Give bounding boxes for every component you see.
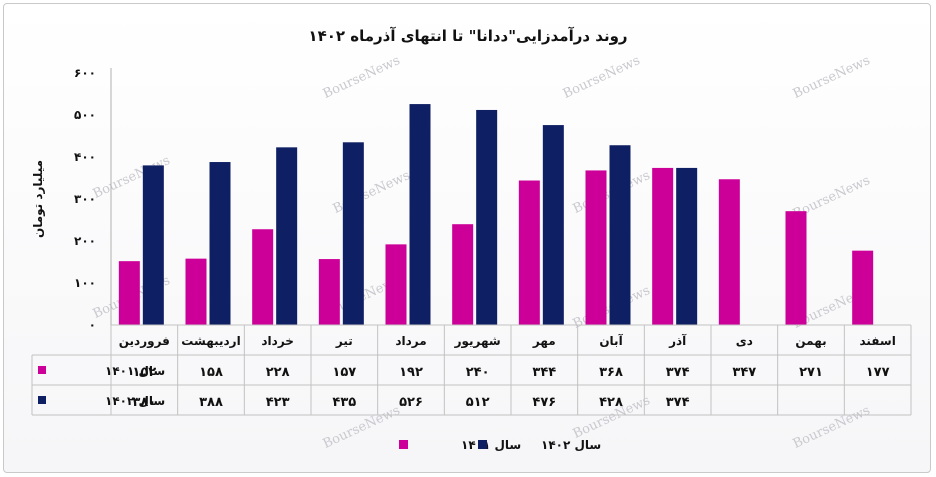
table-cell-value: ۱۵۷ xyxy=(332,365,356,380)
table-cell-value: ۵۲۶ xyxy=(399,395,423,410)
category-label: تیر xyxy=(335,334,353,348)
legend-label: سال ۱۴۰۱ xyxy=(461,438,521,452)
bar-series-1-3 xyxy=(252,229,274,325)
bar-series-2-5 xyxy=(409,104,431,325)
category-label: آذر xyxy=(668,333,687,348)
table-cell-value: ۳۷۴ xyxy=(666,365,690,380)
table-cell-value: ۲۲۸ xyxy=(266,365,290,380)
table-cell-value: ۴۲۳ xyxy=(266,395,290,410)
y-axis-label: میلیارد تومان xyxy=(31,160,46,238)
table-cell-value: ۳۴۷ xyxy=(732,365,756,380)
y-tick-label: ۴۰۰ xyxy=(74,150,96,164)
table-cell-value: ۵۱۲ xyxy=(466,395,490,410)
bar-series-1-11 xyxy=(785,211,807,325)
legend-key-2 xyxy=(478,440,487,449)
bar-series-1-6 xyxy=(452,224,474,325)
bar-series-2-1 xyxy=(142,165,164,325)
table-cell-value: ۳۴۴ xyxy=(532,365,556,380)
category-label: مرداد xyxy=(395,334,426,348)
table-cell-value: ۳۸۰ xyxy=(132,395,156,410)
category-label: اردیبهشت xyxy=(181,334,240,348)
table-cell-value: ۳۷۴ xyxy=(666,395,690,410)
category-label: اسفند xyxy=(859,334,895,348)
bar-series-1-9 xyxy=(652,167,674,325)
bar-series-2-4 xyxy=(342,142,364,325)
table-legend-key-2 xyxy=(38,396,46,404)
category-label: بهمن xyxy=(795,334,826,348)
table-row-label: سال ۱۴۰۱ xyxy=(105,364,165,378)
bar-series-1-10 xyxy=(718,179,740,325)
table-cell-value: ۲۷۱ xyxy=(799,365,823,380)
bar-series-2-3 xyxy=(276,147,298,325)
bar-series-1-8 xyxy=(585,170,607,325)
category-label: دی xyxy=(736,334,753,348)
bar-series-1-1 xyxy=(118,261,140,325)
bar-series-1-5 xyxy=(385,244,407,325)
table-cell-value: ۳۸۸ xyxy=(199,395,223,410)
bar-series-2-6 xyxy=(476,109,498,326)
table-cell-value: ۴۳۵ xyxy=(332,395,356,410)
table-cell-value: ۱۷۷ xyxy=(866,365,890,380)
y-tick-label: ۶۰۰ xyxy=(74,66,96,80)
bar-series-2-2 xyxy=(209,162,231,325)
table-cell-value: ۱۵۸ xyxy=(199,365,223,380)
y-tick-label: ۲۰۰ xyxy=(74,234,96,248)
table-cell-value: ۱۹۲ xyxy=(399,365,423,380)
table-cell-value: ۴۲۸ xyxy=(599,395,623,410)
y-tick-label: ۱۰۰ xyxy=(74,276,96,290)
y-tick-label: ۳۰۰ xyxy=(74,192,96,206)
bar-series-2-7 xyxy=(542,125,564,325)
category-label: شهریور xyxy=(454,334,501,349)
table-cell-value: ۳۶۸ xyxy=(599,365,623,380)
bar-series-2-8 xyxy=(609,145,631,325)
bar-series-1-7 xyxy=(518,180,540,325)
y-tick-label: ۰ xyxy=(89,318,96,332)
legend-label: سال ۱۴۰۲ xyxy=(541,438,601,452)
bar-series-2-9 xyxy=(676,167,698,325)
table-cell-value: ۲۴۰ xyxy=(466,365,490,380)
bar-series-1-4 xyxy=(318,259,340,325)
y-tick-label: ۵۰۰ xyxy=(74,108,96,122)
category-label: مهر xyxy=(532,334,556,348)
bar-series-1-2 xyxy=(185,258,207,325)
table-legend-key-1 xyxy=(38,366,46,374)
legend-key-1 xyxy=(399,440,408,449)
category-label: خرداد xyxy=(261,334,294,348)
category-label: آبان xyxy=(599,333,623,348)
table-cell-value: ۴۷۶ xyxy=(532,395,556,410)
bar-series-1-12 xyxy=(852,250,874,325)
table-row-label: سال ۱۴۰۲ xyxy=(105,394,165,408)
category-label: فروردین xyxy=(119,334,170,349)
table-cell-value: ۱۵۲ xyxy=(132,365,156,380)
chart-title: روند درآمدزایی"ددانا" تا انتهای آذرماه ۱… xyxy=(308,27,627,45)
